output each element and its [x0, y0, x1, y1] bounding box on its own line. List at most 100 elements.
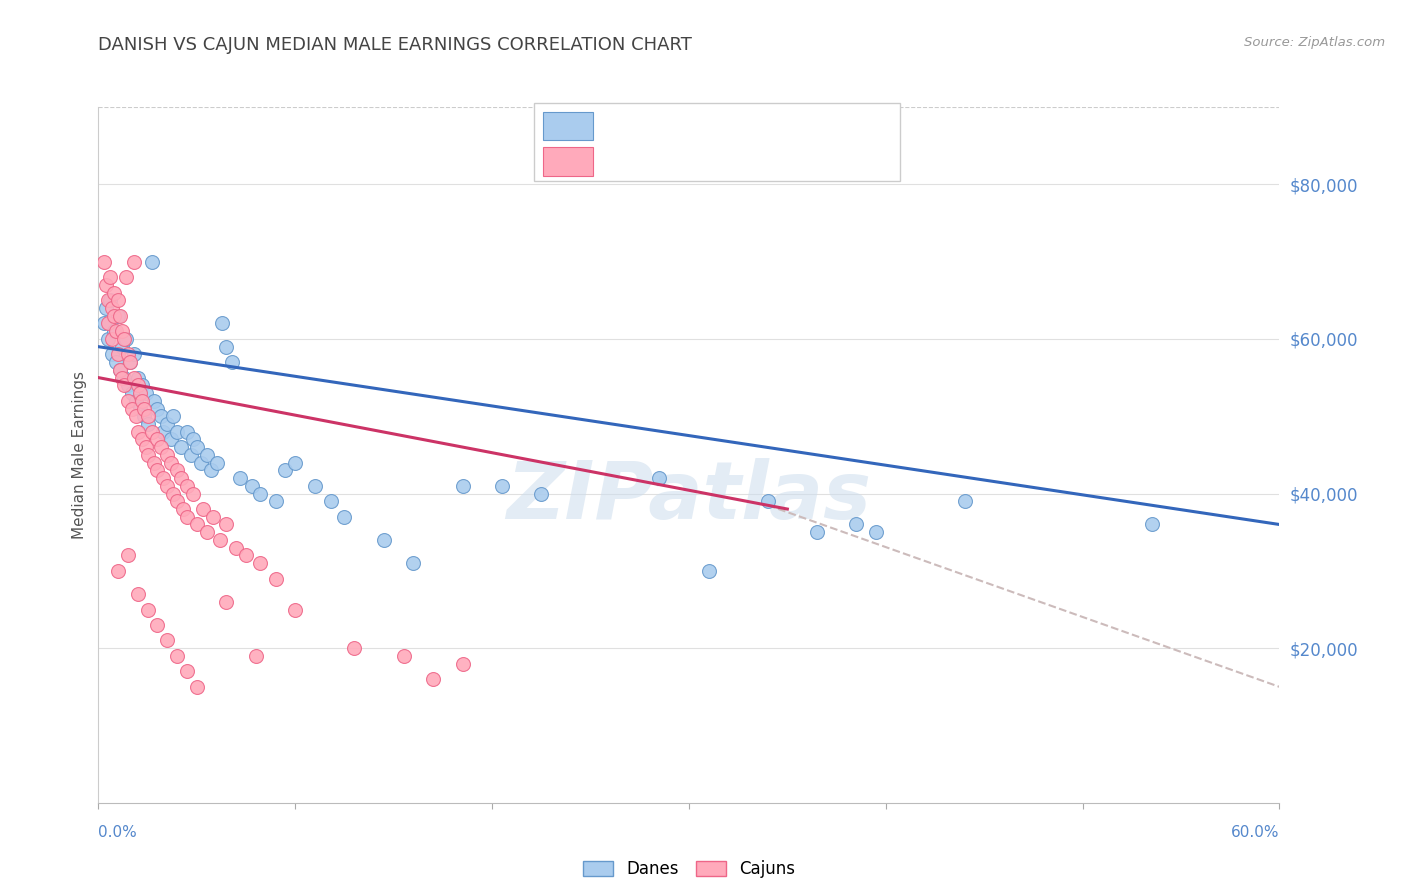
Point	[170, 440, 193, 454]
Point	[136, 409, 159, 424]
Point	[111, 340, 134, 354]
Point	[152, 471, 174, 485]
Point	[181, 433, 204, 447]
Point	[97, 332, 120, 346]
Text: Source: ZipAtlas.com: Source: ZipAtlas.com	[1244, 36, 1385, 49]
Point	[156, 479, 179, 493]
Point	[530, 486, 553, 500]
Point	[186, 440, 208, 454]
Point	[343, 641, 366, 656]
Point	[135, 440, 157, 454]
Point	[146, 401, 169, 416]
Point	[96, 301, 118, 315]
Point	[176, 425, 198, 439]
Point	[156, 417, 179, 431]
Point	[152, 425, 174, 439]
Point	[127, 370, 149, 384]
Point	[117, 549, 139, 563]
Point	[211, 317, 233, 331]
Point	[118, 355, 141, 369]
Point	[141, 425, 163, 439]
Point	[131, 393, 153, 408]
Point	[756, 494, 779, 508]
Point	[264, 572, 287, 586]
Point	[156, 448, 179, 462]
Point	[96, 277, 118, 292]
Point	[150, 440, 173, 454]
Point	[103, 324, 125, 338]
Point	[135, 386, 157, 401]
Point	[215, 517, 238, 532]
Point	[127, 587, 149, 601]
Point	[249, 556, 271, 570]
Legend: Danes, Cajuns: Danes, Cajuns	[576, 854, 801, 885]
Point	[103, 285, 125, 300]
Point	[117, 378, 139, 392]
Point	[333, 509, 356, 524]
Point	[108, 363, 131, 377]
Point	[127, 425, 149, 439]
Point	[491, 479, 513, 493]
Point	[953, 494, 976, 508]
Point	[101, 301, 124, 315]
Point	[101, 347, 124, 361]
Point	[112, 332, 135, 346]
Point	[146, 433, 169, 447]
Point	[166, 463, 188, 477]
Point	[229, 471, 252, 485]
Point	[195, 525, 218, 540]
Point	[186, 680, 208, 694]
Point	[98, 270, 121, 285]
Point	[125, 409, 148, 424]
Point	[111, 324, 134, 338]
Point	[422, 672, 444, 686]
Point	[191, 502, 214, 516]
Point	[101, 332, 124, 346]
Point	[121, 386, 143, 401]
Point	[845, 517, 868, 532]
Point	[284, 456, 307, 470]
Point	[221, 355, 243, 369]
Point	[107, 564, 129, 578]
Point	[111, 370, 134, 384]
Point	[209, 533, 232, 547]
Point	[103, 309, 125, 323]
Point	[131, 378, 153, 392]
Point	[264, 494, 287, 508]
Point	[97, 317, 120, 331]
Point	[225, 541, 247, 555]
Point	[181, 486, 204, 500]
Point	[697, 564, 720, 578]
Point	[131, 433, 153, 447]
Point	[172, 502, 194, 516]
Point	[118, 355, 141, 369]
Point	[319, 494, 342, 508]
Point	[215, 340, 238, 354]
Point	[105, 355, 128, 369]
Point	[107, 309, 129, 323]
Point	[107, 347, 129, 361]
Point	[142, 393, 165, 408]
Point	[865, 525, 887, 540]
Point	[98, 293, 121, 308]
Point	[176, 479, 198, 493]
Point	[141, 254, 163, 268]
Point	[117, 393, 139, 408]
Point	[108, 363, 131, 377]
Point	[156, 633, 179, 648]
Text: R = -0.394   N = 66: R = -0.394 N = 66	[602, 119, 765, 133]
Point	[166, 494, 188, 508]
Point	[93, 317, 115, 331]
Point	[190, 456, 212, 470]
Point	[806, 525, 828, 540]
Point	[195, 448, 218, 462]
Point	[166, 425, 188, 439]
Point	[162, 409, 184, 424]
Point	[117, 347, 139, 361]
Point	[284, 602, 307, 616]
Point	[201, 509, 224, 524]
Point	[186, 517, 208, 532]
Point	[176, 509, 198, 524]
Point	[648, 471, 671, 485]
Point	[107, 293, 129, 308]
